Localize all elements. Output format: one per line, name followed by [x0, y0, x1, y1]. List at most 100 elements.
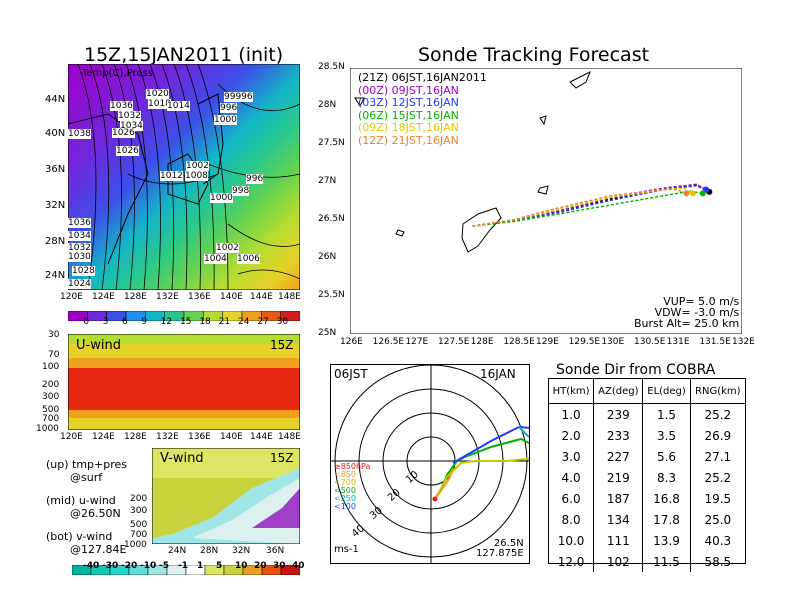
- param-burst-alt: Burst Alt= 25.0 km: [634, 317, 740, 330]
- polar-location: 26.5N 127.875E: [476, 539, 524, 559]
- table-cell: 1.5: [642, 403, 691, 425]
- u-p-label: 300: [42, 392, 60, 402]
- isobar-label: 99996: [224, 92, 253, 102]
- table-row: 12.0 102 11.5 58.5: [549, 551, 745, 572]
- polar-legend-entry: <700: [334, 478, 356, 487]
- tracking-x-label: 132E: [732, 337, 755, 347]
- table-cell: 187: [593, 488, 643, 509]
- tracking-legend-entry: (03Z) 12JST,16JAN: [358, 96, 459, 109]
- table-row: 1.0 239 1.5 25.2: [549, 403, 745, 425]
- polar-level-legend: ≥850hPa <850 <700 <500 <250 <100: [334, 463, 370, 511]
- table-title: Sonde Dir from COBRA: [556, 362, 716, 378]
- track-end-point: [683, 190, 690, 197]
- u-lon-label: 148E: [278, 432, 301, 442]
- u-p-label: 1000: [36, 424, 59, 434]
- polar-location-lon: 127.875E: [476, 548, 524, 559]
- table-cell: 58.5: [689, 551, 745, 572]
- u-wind-time: 15Z: [270, 338, 294, 352]
- polar-trace-yellow: [434, 456, 546, 500]
- surface-panel-title: 15Z,15JAN2011 (init): [84, 44, 284, 66]
- temp-colorbar-label: 0: [83, 317, 90, 327]
- u-lon-label: 140E: [220, 432, 243, 442]
- table-row: 6.0 187 16.8 19.5: [549, 488, 745, 509]
- legend-note-line: @127.84E: [70, 543, 127, 556]
- isobar-label: 1036: [68, 218, 91, 228]
- table-cell: 227: [593, 446, 643, 467]
- isobar-label: 1004: [204, 254, 227, 264]
- isobar-label: 1034: [120, 121, 143, 131]
- isobar-label: 1002: [216, 243, 239, 253]
- surface-lat-label: 28N: [45, 236, 66, 247]
- tracking-legend-entry: (06Z) 15JST,16JAN: [358, 108, 459, 122]
- v-wind-panel: [151, 447, 301, 545]
- v-colorbar-label: -30: [102, 561, 119, 571]
- tracking-y-label: 27.5N: [318, 138, 345, 148]
- tracking-params: VUP= 5.0 m/s VDW= -3.0 m/s Burst Alt= 25…: [634, 296, 739, 329]
- v-p-label: 1000: [124, 540, 147, 550]
- v-wind-svg: [151, 447, 301, 545]
- v-colorbar-labels: -40 -30 -20 -10 -5 -1 1 5 10 20 30 40: [72, 561, 305, 573]
- tracking-y-label: 26N: [318, 252, 337, 262]
- isobar-label: 1028: [72, 266, 95, 276]
- isobar-label: 1006: [237, 254, 260, 264]
- table-row: 8.0 134 17.8 25.0: [549, 509, 745, 530]
- temp-colorbar-label: 24: [238, 317, 250, 327]
- polar-legend-entry: <100: [334, 502, 356, 511]
- tracking-legend-entry: (12Z) 21JST,16JAN: [358, 133, 459, 147]
- table-row: 3.0 227 5.6 27.1: [549, 446, 745, 467]
- v-wind-title: V-wind: [160, 451, 204, 466]
- coastline: [67, 93, 224, 265]
- v-colorbar-label: -40: [83, 561, 100, 571]
- isobar-label: 1034: [68, 231, 91, 241]
- table-header-cell: AZ(deg): [593, 379, 643, 404]
- isobar-label: 1026: [116, 146, 139, 156]
- v-p-label: 300: [130, 506, 148, 516]
- isobar-label: 1032: [68, 243, 91, 253]
- temp-colorbar-label: 3: [102, 317, 109, 327]
- param-vdw: VDW= -3.0 m/s: [654, 306, 740, 319]
- table-cell: 19.5: [689, 488, 745, 509]
- v-lat-label: 24N: [168, 546, 187, 556]
- legend-notes: (up) tmp+pres @surf (mid) u-wind @26.50N (…: [46, 458, 127, 556]
- v-colorbar-label: 10: [235, 561, 248, 571]
- isobar-label: 1036: [110, 101, 133, 111]
- surface-lon-label: 120E: [60, 292, 83, 302]
- tracking-y-label: 25.5N: [318, 290, 345, 300]
- table-header-cell: EL(deg): [642, 379, 691, 404]
- tracking-x-label: 130E: [601, 337, 625, 347]
- tracking-x-label: 130.5E: [634, 337, 666, 347]
- u-lon-label: 136E: [188, 432, 211, 442]
- table-row: 4.0 219 8.3 25.2: [549, 467, 745, 488]
- v-wind-time: 15Z: [270, 451, 294, 465]
- isobar-label: 1026: [112, 128, 135, 138]
- track-series-line: [472, 188, 687, 227]
- param-vup: VUP= 5.0 m/s: [663, 295, 740, 308]
- polar-trace-cyan: [518, 426, 530, 438]
- table-cell: 102: [593, 551, 643, 572]
- surface-map: [67, 63, 301, 291]
- v-colorbar-label: -10: [140, 561, 157, 571]
- tracking-title: Sonde Tracking Forecast: [418, 44, 650, 66]
- sonde-dir-table-frame: HT(km) AZ(deg) EL(deg) RNG(km) 1.0 239 1.5 25.2…: [548, 378, 746, 572]
- isobar-label: 1008: [185, 171, 208, 181]
- v-colorbar-label: -20: [121, 561, 138, 571]
- track-end-point: [690, 190, 696, 197]
- tracking-legend-entry: (21Z) 06JST,16JAN2011: [358, 71, 487, 84]
- isobar-label: 1014: [167, 101, 190, 111]
- v-colorbar: [71, 560, 301, 576]
- surface-lon-label: 128E: [124, 292, 147, 302]
- tracking-x-label: 126.5E: [372, 337, 405, 347]
- table-cell: 4.0: [561, 470, 581, 485]
- u-p-label: 100: [42, 362, 60, 372]
- isobar-label: 1024: [68, 279, 91, 289]
- u-p-label: 200: [42, 380, 60, 390]
- table-cell: 26.9: [689, 425, 745, 446]
- tracking-svg: [349, 67, 743, 335]
- table-header-cell: HT(km): [549, 379, 594, 404]
- surface-lat-label: 32N: [45, 200, 66, 211]
- tracking-legend-entry: (00Z) 09JST,16JAN: [358, 83, 459, 97]
- isobar-label: 1000: [210, 193, 233, 203]
- tracking-x-label: 129.5E: [568, 337, 601, 347]
- tracking-x-label: 127.5E: [438, 337, 470, 347]
- isobar-label: 1020: [146, 89, 169, 99]
